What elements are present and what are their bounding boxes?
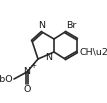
Text: CH\u2083: CH\u2083 — [80, 47, 107, 57]
Text: Br: Br — [66, 21, 76, 30]
Text: +: + — [30, 63, 36, 69]
Text: N: N — [45, 53, 52, 62]
Text: \u207bO: \u207bO — [0, 74, 13, 84]
Text: N: N — [39, 21, 45, 30]
Text: O: O — [23, 85, 31, 94]
Text: N: N — [24, 67, 30, 77]
